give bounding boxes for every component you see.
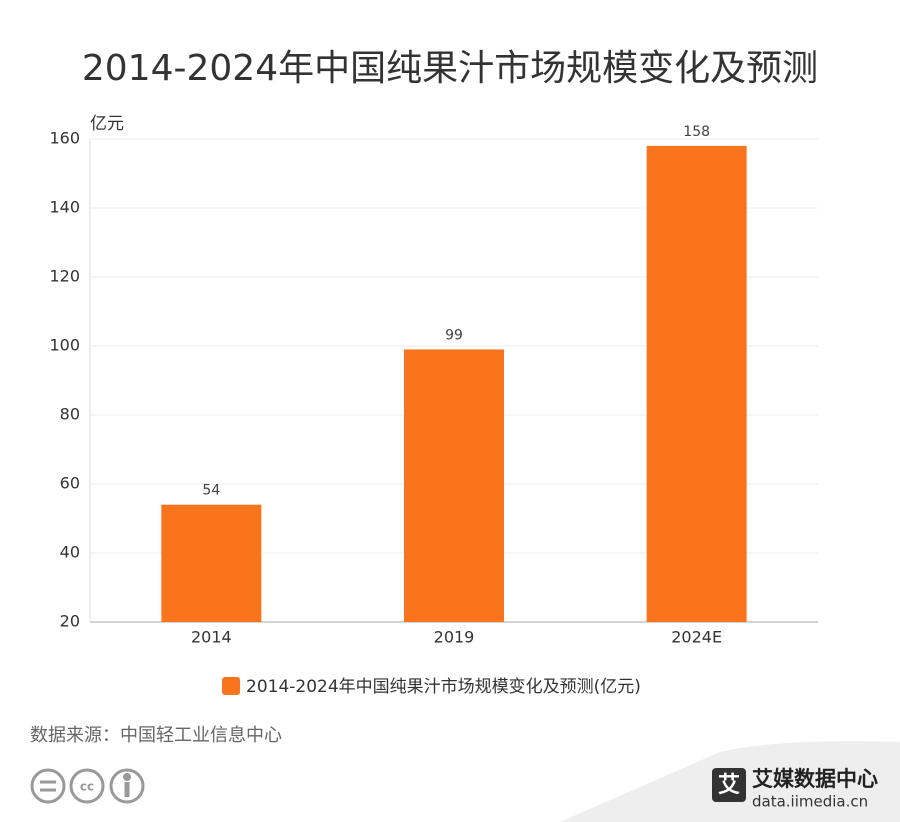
y-axis-label: 亿元	[90, 114, 124, 134]
chart-title: 2014-2024年中国纯果汁市场规模变化及预测	[82, 48, 818, 89]
logo-url: data.iimedia.cn	[752, 793, 868, 811]
logo-glyph: 艾	[718, 773, 740, 798]
value-label: 54	[202, 483, 220, 499]
license-icons	[30, 768, 145, 804]
x-tick-label: 2024E	[671, 628, 722, 647]
logo-name: 艾媒数据中心	[752, 767, 878, 791]
y-tick-label: 20	[60, 612, 80, 631]
logo-mark	[712, 768, 746, 802]
y-tick-label: 60	[60, 474, 80, 493]
value-label: 158	[683, 124, 710, 140]
y-tick-label: 140	[49, 198, 80, 217]
legend-label: 2014-2024年中国纯果汁市场规模变化及预测(亿元)	[246, 677, 641, 697]
y-tick-label: 100	[49, 336, 80, 355]
y-tick-label: 80	[60, 405, 80, 424]
bar	[646, 145, 747, 622]
y-tick-label: 120	[49, 267, 80, 286]
value-label: 99	[445, 327, 463, 343]
bar	[404, 349, 504, 622]
x-tick-label: 2014	[191, 628, 232, 647]
source: 数据来源：中国轻工业信息中心	[30, 725, 282, 746]
y-tick-label: 160	[49, 129, 80, 148]
bar	[161, 504, 262, 622]
x-tick-label: 2019	[434, 628, 475, 647]
y-tick-label: 40	[60, 543, 80, 562]
legend-swatch	[222, 677, 240, 695]
cc-icon-text: cc	[80, 780, 94, 794]
